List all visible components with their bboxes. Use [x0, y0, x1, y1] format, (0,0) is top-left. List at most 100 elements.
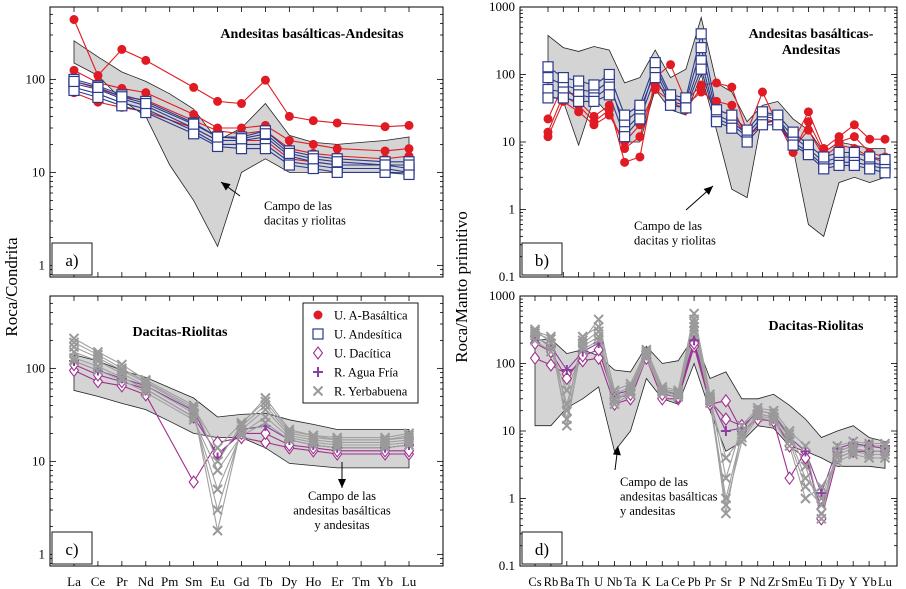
- x-tick-label: Gd: [234, 574, 250, 589]
- y-tick-label: 100: [26, 360, 46, 375]
- data-point: [284, 426, 295, 437]
- data-point: [849, 132, 859, 142]
- x-tick-label: La: [67, 574, 81, 589]
- data-point: [236, 430, 247, 441]
- legend-item: U. Andesítica: [312, 328, 402, 342]
- data-point: [879, 153, 891, 166]
- data-point: [800, 461, 811, 472]
- data-point: [308, 439, 319, 451]
- data-point: [593, 335, 604, 346]
- data-point: [529, 326, 541, 337]
- data-point: [188, 118, 200, 130]
- data-point: [188, 400, 199, 411]
- x-tick-label: Pb: [687, 575, 700, 589]
- panel-title: Dacitas-Riolitas: [133, 325, 228, 340]
- data-point: [800, 450, 811, 465]
- panel-label-box: [521, 242, 563, 276]
- data-point: [332, 434, 343, 446]
- data-point: [832, 452, 843, 464]
- x-tick-label: Eu: [799, 575, 814, 589]
- data-point: [726, 122, 738, 134]
- data-point: [284, 136, 294, 146]
- panel-a-ree-basaltic-andesites: 1 10 100 a) Andesitas basálticas-Andesitas Ca…: [26, 6, 444, 278]
- data-point: [847, 449, 859, 460]
- data-point: [833, 159, 845, 172]
- data-point: [625, 389, 636, 400]
- data-point: [188, 414, 199, 425]
- data-point: [561, 385, 573, 396]
- data-point: [649, 57, 661, 69]
- data-point: [849, 120, 859, 130]
- data-point: [680, 92, 692, 104]
- data-point: [235, 133, 248, 145]
- data-point: [116, 374, 128, 386]
- x-tick-label: Ta: [624, 575, 637, 589]
- data-point: [772, 109, 784, 121]
- data-point: [664, 99, 677, 111]
- panel-title: Andesitas basálticas-Andesitas: [749, 27, 874, 58]
- panel-label-text: d): [535, 540, 549, 559]
- data-point: [545, 346, 557, 357]
- legend-item: U. Dacítica: [312, 346, 391, 361]
- data-point: [331, 156, 343, 168]
- data-point: [332, 144, 342, 154]
- data-point: [752, 412, 763, 423]
- data-point: [634, 99, 646, 111]
- data-point: [237, 99, 246, 109]
- legend-label: R. Agua Fría: [334, 366, 399, 380]
- data-point: [879, 167, 891, 179]
- data-point: [116, 363, 128, 374]
- data-point: [380, 122, 390, 132]
- data-point: [573, 95, 585, 107]
- data-point: [787, 139, 799, 151]
- legend-label: U. A-Basáltica: [334, 309, 408, 323]
- data-point: [657, 383, 668, 395]
- data-point: [833, 146, 845, 159]
- data-point: [720, 472, 732, 484]
- data-point: [140, 387, 151, 398]
- data-point: [695, 42, 707, 54]
- data-point: [649, 71, 661, 84]
- data-point: [545, 358, 557, 372]
- data-point: [68, 75, 80, 88]
- data-point: [574, 107, 584, 117]
- data-point: [589, 120, 599, 130]
- data-point: [696, 82, 706, 92]
- data-point: [92, 91, 104, 103]
- x-tick-label: Cs: [528, 575, 541, 589]
- field-annotation: Campo de las andesitas basálticas y andesi…: [293, 489, 391, 532]
- y-tick-label: 0.1: [499, 269, 515, 284]
- legend-marker: [313, 367, 323, 377]
- data-point: [816, 508, 827, 519]
- y-tick-label: 1000: [489, 0, 515, 14]
- data-point: [768, 415, 779, 427]
- data-point: [404, 144, 414, 154]
- x-tick-label: Dy: [281, 574, 297, 589]
- data-point: [403, 430, 415, 441]
- data-point: [803, 107, 813, 117]
- data-point: [212, 484, 223, 495]
- plot-frame: [49, 6, 444, 278]
- data-point: [92, 349, 104, 360]
- data-point: [816, 481, 827, 492]
- data-point: [800, 472, 811, 484]
- data-point: [403, 168, 415, 181]
- data-point: [710, 116, 723, 128]
- x-tick-label: Ce: [671, 575, 685, 589]
- data-point: [752, 408, 763, 419]
- data-point: [308, 116, 318, 126]
- data-point: [116, 372, 128, 383]
- data-point: [403, 159, 415, 171]
- panel-label-text: a): [65, 251, 78, 270]
- data-point: [603, 68, 615, 81]
- annotation-arrow-head: [612, 446, 621, 456]
- data-point: [529, 335, 541, 346]
- data-point: [260, 426, 271, 441]
- annotation-arrow-head: [703, 186, 713, 195]
- data-point: [577, 346, 588, 357]
- data-point: [308, 139, 318, 149]
- x-tick-label: Yb: [861, 575, 876, 589]
- data-point: [710, 104, 723, 116]
- data-point: [688, 326, 700, 337]
- panel-title: Dacitas-Riolitas: [769, 319, 864, 334]
